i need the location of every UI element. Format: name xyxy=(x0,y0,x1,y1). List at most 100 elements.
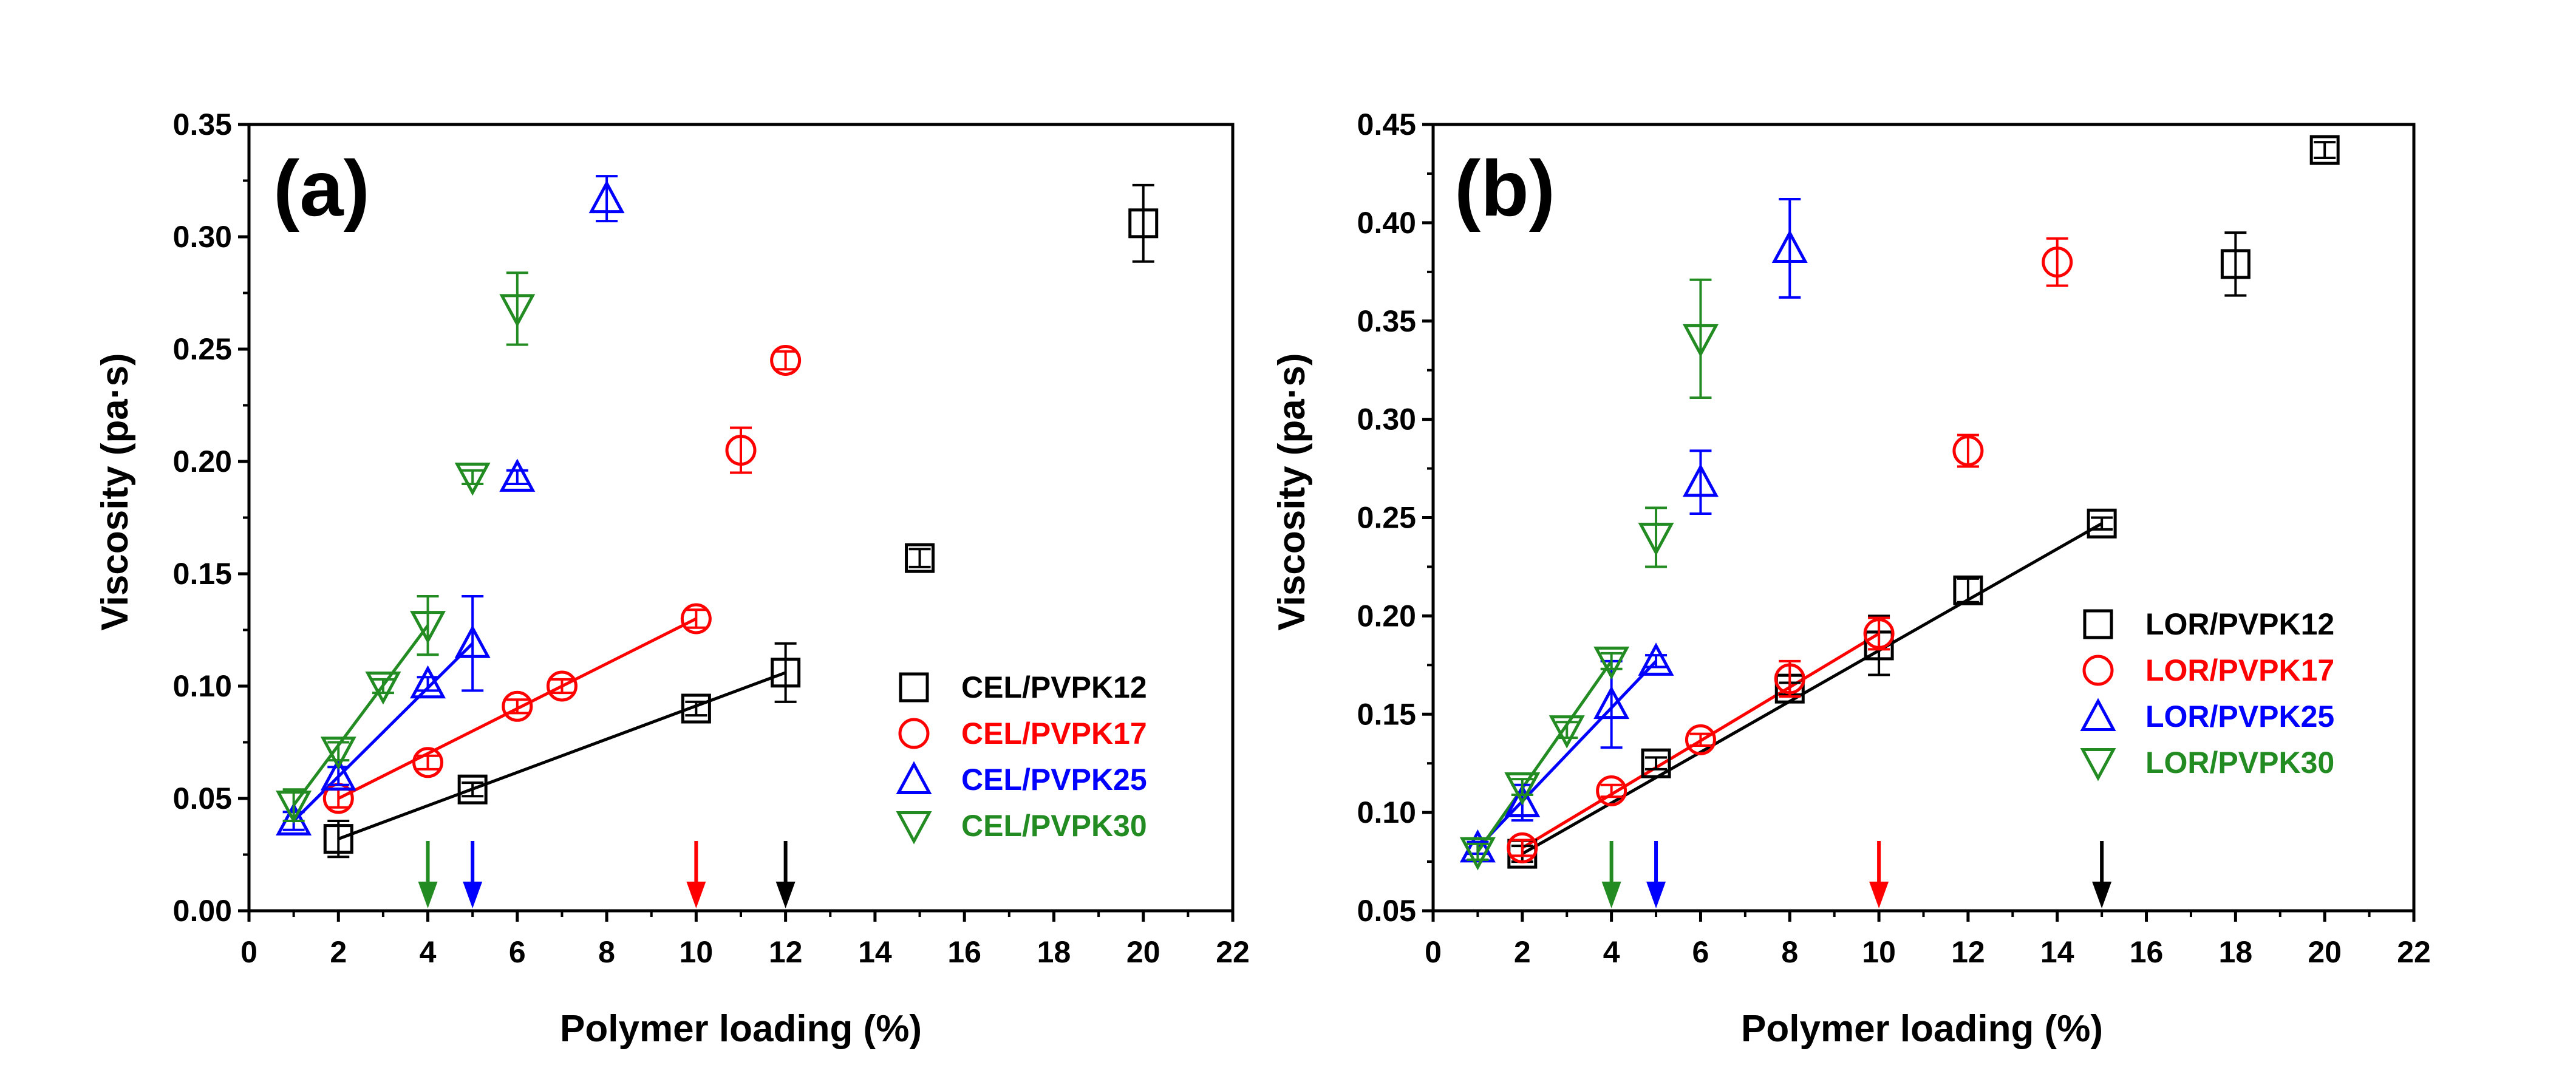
y-tick-label: 0.20 xyxy=(173,444,232,478)
x-tick-label: 20 xyxy=(1126,935,1160,969)
x-tick-label: 2 xyxy=(1514,935,1531,969)
y-tick-label: 0.05 xyxy=(1357,894,1416,928)
arrow-head xyxy=(418,882,438,908)
data-point xyxy=(1682,463,1719,497)
data-point xyxy=(2220,249,2251,279)
y-tick-label: 0.25 xyxy=(173,332,232,366)
x-axis-title: Polymer loading (%) xyxy=(560,1008,922,1050)
legend-label: LOR/PVPK12 xyxy=(2145,607,2334,641)
fit-line xyxy=(292,642,474,822)
data-point xyxy=(771,658,801,688)
data-point xyxy=(681,693,711,724)
y-tick-label: 0.40 xyxy=(1357,206,1416,240)
data-point xyxy=(1504,772,1541,806)
panel-label: (b) xyxy=(1454,144,1555,233)
x-tick-label: 4 xyxy=(420,935,437,969)
x-tick-label: 22 xyxy=(2397,935,2431,969)
y-axis-title: Viscosity (pa·s) xyxy=(94,353,136,630)
data-point xyxy=(725,435,757,466)
legend-label: CEL/PVPK30 xyxy=(961,809,1147,843)
data-point xyxy=(1638,522,1674,556)
data-point xyxy=(1459,829,1496,863)
x-tick-label: 20 xyxy=(2308,935,2342,969)
data-point xyxy=(1549,715,1585,749)
legend-label: LOR/PVPK25 xyxy=(2145,699,2334,733)
x-tick-label: 14 xyxy=(858,935,892,969)
data-point xyxy=(1593,646,1630,680)
x-tick-label: 6 xyxy=(1692,935,1709,969)
arrow-head xyxy=(1601,882,1621,908)
data-point xyxy=(1771,230,1808,263)
x-tick-label: 16 xyxy=(947,935,981,969)
x-tick-label: 0 xyxy=(240,935,257,969)
x-tick-label: 12 xyxy=(769,935,803,969)
x-tick-label: 10 xyxy=(1862,935,1896,969)
data-point xyxy=(410,611,446,644)
data-point xyxy=(1952,435,1984,466)
legend-marker xyxy=(899,672,929,703)
y-tick-label: 0.15 xyxy=(1357,697,1416,731)
x-tick-label: 18 xyxy=(1037,935,1071,969)
arrow-head xyxy=(686,882,706,908)
x-tick-label: 22 xyxy=(1216,935,1250,969)
data-point xyxy=(499,458,536,492)
legend-label: LOR/PVPK17 xyxy=(2145,653,2334,687)
y-tick-label: 0.15 xyxy=(173,557,232,591)
legend-label: CEL/PVPK25 xyxy=(961,763,1147,797)
legend-marker xyxy=(2083,609,2113,639)
data-point xyxy=(1774,663,1805,695)
data-point xyxy=(1863,618,1895,650)
data-point xyxy=(588,180,625,214)
legend-marker xyxy=(898,718,930,749)
panel-label: (a) xyxy=(273,144,370,233)
data-point xyxy=(276,791,312,824)
data-point xyxy=(454,462,491,496)
legend-label: CEL/PVPK17 xyxy=(961,716,1147,750)
y-tick-label: 0.05 xyxy=(173,781,232,815)
fit-line xyxy=(292,624,429,806)
arrow-head xyxy=(463,882,483,908)
data-point xyxy=(454,625,491,658)
data-point xyxy=(1953,575,1983,605)
x-tick-label: 16 xyxy=(2130,935,2164,969)
x-tick-label: 10 xyxy=(680,935,714,969)
x-tick-label: 18 xyxy=(2219,935,2253,969)
legend-marker xyxy=(896,761,932,795)
y-axis-title: Viscosity (pa·s) xyxy=(1271,353,1313,630)
fit-line xyxy=(1521,522,2103,856)
y-tick-label: 0.00 xyxy=(173,894,232,928)
arrow-head xyxy=(2092,882,2112,908)
data-point xyxy=(1593,686,1630,720)
data-point xyxy=(365,671,401,705)
y-tick-label: 0.25 xyxy=(1357,501,1416,535)
data-point xyxy=(1128,208,1159,239)
legend-label: LOR/PVPK30 xyxy=(2145,746,2334,780)
x-tick-label: 14 xyxy=(2040,935,2074,969)
data-point xyxy=(1641,748,1671,778)
data-point xyxy=(1507,832,1538,863)
x-tick-label: 6 xyxy=(509,935,526,969)
x-tick-label: 8 xyxy=(598,935,615,969)
x-axis-title: Polymer loading (%) xyxy=(1741,1008,2103,1050)
legend-marker xyxy=(2080,698,2116,732)
y-tick-label: 0.30 xyxy=(1357,403,1416,437)
y-tick-label: 0.35 xyxy=(173,107,232,141)
legend-marker xyxy=(2082,655,2114,686)
x-tick-label: 8 xyxy=(1781,935,1798,969)
data-point xyxy=(410,665,446,699)
data-point xyxy=(320,757,356,791)
x-tick-label: 4 xyxy=(1603,935,1620,969)
y-tick-label: 0.35 xyxy=(1357,304,1416,338)
y-tick-label: 0.45 xyxy=(1357,107,1416,141)
fit-line xyxy=(338,671,786,840)
data-point xyxy=(1638,642,1674,676)
data-point xyxy=(502,690,533,722)
x-tick-label: 0 xyxy=(1425,935,1442,969)
x-tick-label: 12 xyxy=(1951,935,1985,969)
data-point xyxy=(546,670,578,702)
y-tick-label: 0.10 xyxy=(1357,795,1416,829)
data-point xyxy=(2087,508,2117,539)
data-point xyxy=(680,603,712,635)
legend-label: CEL/PVPK12 xyxy=(961,670,1147,704)
